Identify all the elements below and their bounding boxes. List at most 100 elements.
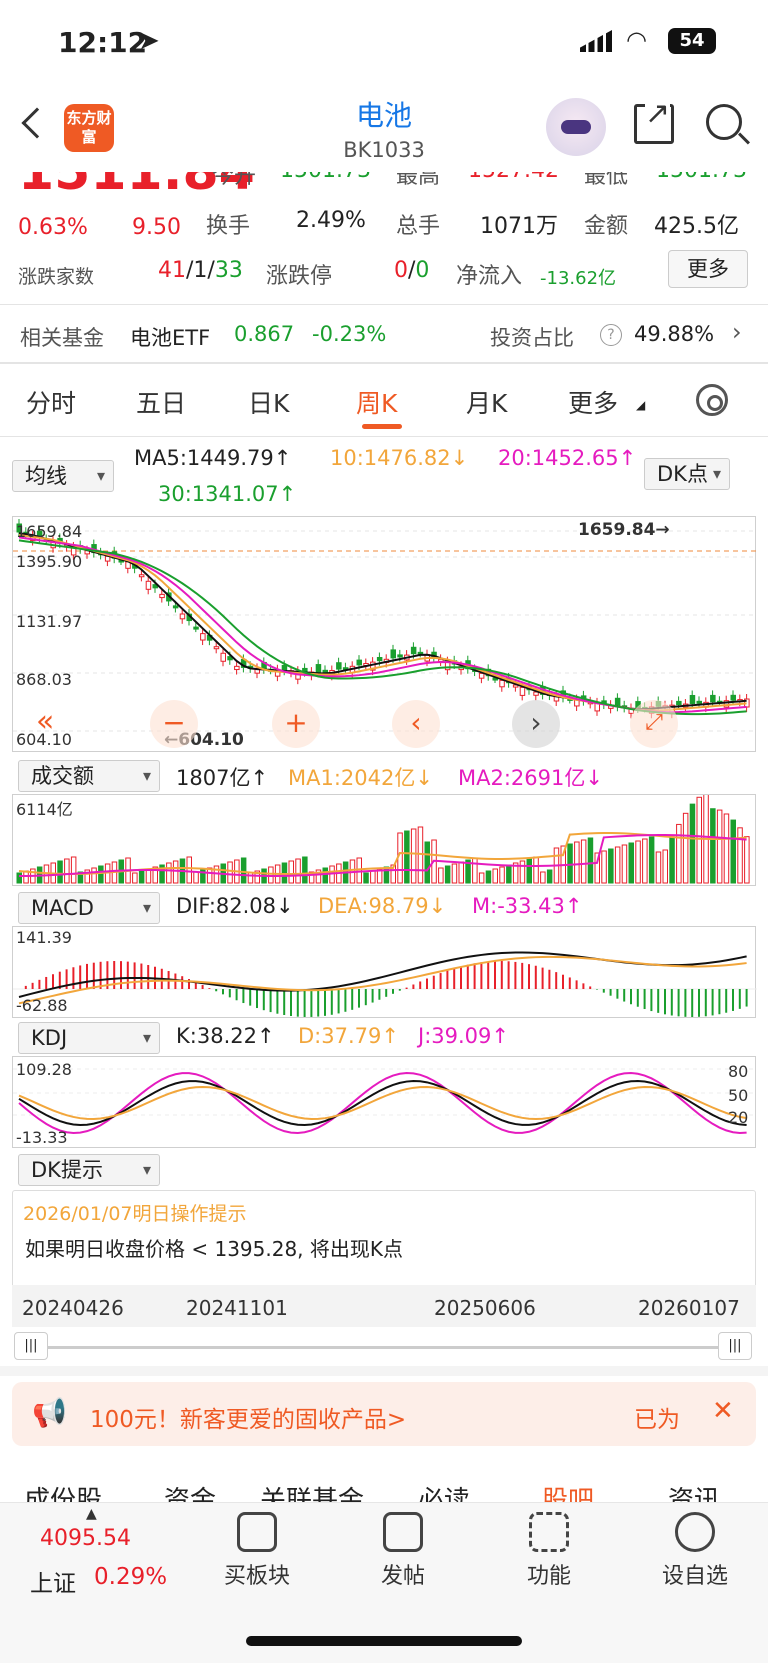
edit-icon: [383, 1512, 423, 1552]
volume-bar: [451, 863, 458, 884]
left-handle[interactable]: |||: [14, 1332, 48, 1360]
volume-bar: [492, 868, 498, 884]
volume-bar: [478, 872, 485, 884]
volume-bar: [383, 866, 390, 884]
volume-bar: [642, 838, 648, 884]
candle: [159, 593, 165, 599]
tab-monthly-k[interactable]: 月K: [466, 389, 508, 418]
zoom-out-button[interactable]: −: [150, 700, 198, 748]
tab-daily-k[interactable]: 日K: [248, 389, 290, 418]
right-handle[interactable]: |||: [718, 1332, 752, 1360]
caret-up-icon: ▲: [86, 1506, 97, 1522]
ratio-value: 49.88%: [634, 322, 715, 346]
volume-bar: [363, 872, 369, 884]
tab-five-day[interactable]: 五日: [136, 389, 187, 418]
candle: [336, 662, 342, 670]
volume-bar: [152, 866, 158, 884]
volume-bar: [295, 858, 301, 884]
y-tick: -62.88: [16, 996, 68, 1015]
tab-funds[interactable]: 资金: [164, 1486, 217, 1502]
scroll-left-button[interactable]: ‹: [392, 700, 440, 748]
volume-bar: [254, 870, 260, 884]
assistant-robot-icon[interactable]: [546, 98, 606, 156]
quote-top-row: 1511.84 今开 1501.73 最高 1527.42 最低 1501.73: [0, 172, 768, 200]
candle: [145, 580, 152, 590]
add-watchlist-button[interactable]: 设自选: [640, 1512, 750, 1590]
volume-label: 总手: [396, 214, 441, 239]
tab-weekly-k[interactable]: 周K: [356, 389, 398, 418]
updown-label: 涨跌家数: [18, 266, 95, 288]
macd-m: M:-33.43↑: [472, 894, 583, 918]
tab-more[interactable]: 更多: [568, 389, 619, 418]
volume-bar: [723, 813, 730, 884]
promo-banner[interactable]: 📢 100元！新客更爱的固收产品> 已为 ✕: [12, 1382, 756, 1446]
tab-components[interactable]: 成份股: [24, 1486, 103, 1502]
y-tick: 1131.97: [16, 612, 83, 631]
date-label: 20241101: [186, 1296, 288, 1320]
candle: [200, 633, 206, 641]
volume-current: 1807亿↑: [176, 766, 269, 790]
ma30-line: [18, 539, 747, 716]
zoom-in-button[interactable]: +: [272, 700, 320, 748]
volume-bar: [145, 868, 152, 884]
volume-bar: [91, 867, 97, 884]
macd-panel[interactable]: [12, 926, 757, 1018]
kline-panel[interactable]: [12, 516, 757, 752]
volume-ma2: MA2:2691亿↓: [458, 766, 603, 790]
dk-tip-select[interactable]: DK提示: [18, 1154, 160, 1186]
post-button[interactable]: 发帖: [348, 1512, 458, 1590]
search-icon[interactable]: [706, 104, 742, 140]
volume-bar: [621, 844, 628, 884]
y-tick: 141.39: [16, 928, 72, 947]
candle: [193, 626, 199, 630]
index-name[interactable]: 上证: [30, 1571, 76, 1597]
chevron-right-icon[interactable]: ›: [732, 318, 742, 346]
volume-bar: [200, 869, 206, 884]
function-button[interactable]: 功能: [494, 1512, 604, 1590]
tab-forum[interactable]: 股吧: [542, 1486, 595, 1502]
help-icon[interactable]: ?: [600, 324, 622, 346]
volume-bar: [648, 836, 655, 884]
kdj-select[interactable]: KDJ: [18, 1022, 160, 1054]
volume-panel[interactable]: [12, 794, 756, 886]
buy-sector-button[interactable]: 买板块: [202, 1512, 312, 1590]
double-left-icon[interactable]: «: [36, 704, 55, 739]
volume-bar: [166, 862, 172, 884]
more-button[interactable]: 更多: [668, 250, 748, 288]
kdj-panel[interactable]: [12, 1056, 757, 1148]
index-pct[interactable]: 0.29%: [94, 1564, 168, 1590]
status-bar: 12:12 ➤ ◠ 54: [0, 0, 768, 84]
macd-chart: [13, 951, 757, 1017]
candle: [499, 679, 505, 688]
candle: [390, 649, 396, 659]
macd-select[interactable]: MACD: [18, 892, 160, 924]
close-icon[interactable]: ✕: [712, 1396, 734, 1426]
tab-news[interactable]: 资讯: [668, 1486, 721, 1502]
fullscreen-button[interactable]: ⤢: [630, 700, 678, 748]
y-tick: 80: [728, 1062, 749, 1081]
tab-intraday[interactable]: 分时: [26, 389, 77, 418]
settings-gear-icon[interactable]: [696, 384, 728, 416]
volume-bar: [682, 812, 689, 884]
index-value[interactable]: 4095.54: [40, 1526, 131, 1551]
bottom-tabs: 成份股 资金 关联基金 必读 股吧 资讯: [0, 1470, 768, 1502]
fund-name[interactable]: 电池ETF: [130, 326, 211, 350]
k-line: [18, 1080, 747, 1126]
candle: [315, 664, 322, 674]
dk-point-button[interactable]: DK点: [644, 458, 730, 490]
tab-related-funds[interactable]: 关联基金: [260, 1486, 365, 1502]
low-value: 1501.73: [656, 172, 747, 183]
y-tick: 1659.84: [16, 522, 83, 541]
tab-must-read[interactable]: 必读: [418, 1486, 471, 1502]
scroll-right-button[interactable]: ›: [512, 700, 560, 748]
kdj-j: J:39.09↑: [418, 1024, 509, 1048]
volume-select[interactable]: 成交额: [18, 760, 160, 792]
share-icon[interactable]: [634, 99, 674, 144]
volume-bar: [587, 837, 594, 884]
y-tick: 6114亿: [16, 800, 73, 819]
ma-select[interactable]: 均线: [12, 460, 114, 492]
range-scrollbar[interactable]: ||| |||: [12, 1330, 756, 1364]
volume-bar: [23, 870, 29, 884]
triangle-icon: ◢: [636, 398, 646, 412]
candle: [696, 700, 702, 704]
